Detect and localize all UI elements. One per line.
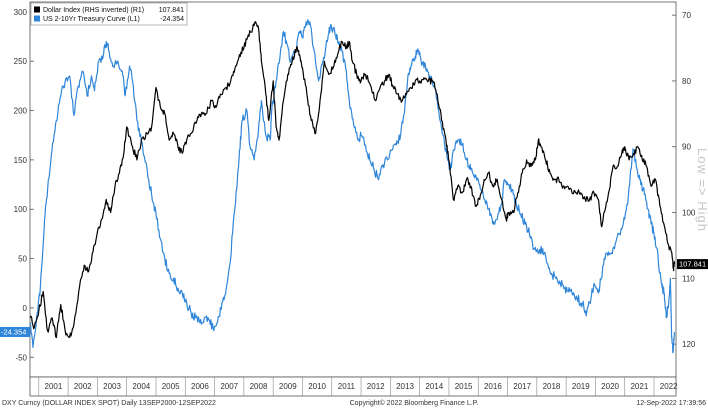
x-tick-label: 2007 [220,382,238,391]
legend-swatch-dollar [34,6,40,13]
series-line-dollar-index [29,21,676,339]
x-tick-label: 2013 [396,382,414,391]
x-tick-label: 2020 [601,382,619,391]
last-value-tag-curve: -24.354 [0,327,30,337]
x-tick-label: 2014 [425,382,443,391]
x-tick-label: 2019 [572,382,590,391]
x-tick-label: 2011 [338,382,356,391]
left-tick-label: 100 [14,205,28,214]
right-tick-label: 100 [682,209,696,218]
last-value-tag-dollar: 107.841 [677,259,708,270]
legend-box [30,2,188,26]
x-tick-label: 2002 [74,382,92,391]
x-tick-label: 2022 [660,382,678,391]
x-tick-label: 2010 [308,382,326,391]
x-tick-label: 2006 [191,382,209,391]
right-tick-label: 70 [682,11,691,20]
legend-entry-dollar-name: Dollar Index (RHS inverted) (R1) [43,7,144,14]
left-tick-label: 150 [14,156,28,165]
left-tick-label: -50 [15,353,27,362]
legend: Dollar Index (RHS inverted) (R1) 107.841… [30,2,188,26]
series-line-treasury-curve [29,19,676,354]
right-tick-label: 90 [682,143,691,152]
legend-entry-dollar-value: 107.841 [159,7,184,14]
x-tick-label: 2008 [250,382,268,391]
series-lines [29,19,676,354]
legend-entry-curve-name: US 2-10Yr Treasury Curve (L1) [43,16,140,23]
legend-entry-curve-value: -24.354 [160,16,184,23]
left-tick-label: 50 [18,255,27,264]
footer-copyright: Copyright© 2022 Bloomberg Finance L.P. [350,399,479,407]
left-tick-label: 200 [14,107,28,116]
footer-timestamp: 12-Sep-2022 17:39:56 [636,400,706,407]
x-tick-label: 2005 [162,382,180,391]
x-tick-label: 2021 [630,382,648,391]
right-tick-label: 80 [682,77,691,86]
left-tick-label: 300 [14,8,28,17]
footer-security: DXY Curncy (DOLLAR INDEX SPOT) Daily 13S… [2,400,216,407]
right-tick-label: 120 [682,340,696,349]
legend-swatch-curve [34,15,40,22]
left-tick-label: 250 [14,57,28,66]
x-tick-label: 2003 [103,382,121,391]
last-value-tag-dollar-text: 107.841 [679,260,706,269]
x-tick-label: 2001 [45,382,63,391]
x-tick-label: 2015 [455,382,473,391]
x-tick-label: 2017 [513,382,531,391]
x-tick-label: 2016 [484,382,502,391]
x-tick-label: 2012 [367,382,385,391]
right-axis: 70 80 90 100 110 120 [672,11,696,349]
x-tick-label: 2018 [543,382,561,391]
x-tick-label: 2009 [279,382,297,391]
right-tick-label: 110 [682,274,695,283]
left-tick-label: 0 [23,304,28,313]
x-tick-label: 2004 [132,382,150,391]
x-axis: 2001 2002 2003 2004 2005 2006 2007 2008 2009 2010… [29,376,678,397]
last-value-tag-curve-text: -24.354 [1,328,26,337]
right-axis-label: Low => High [695,148,708,232]
